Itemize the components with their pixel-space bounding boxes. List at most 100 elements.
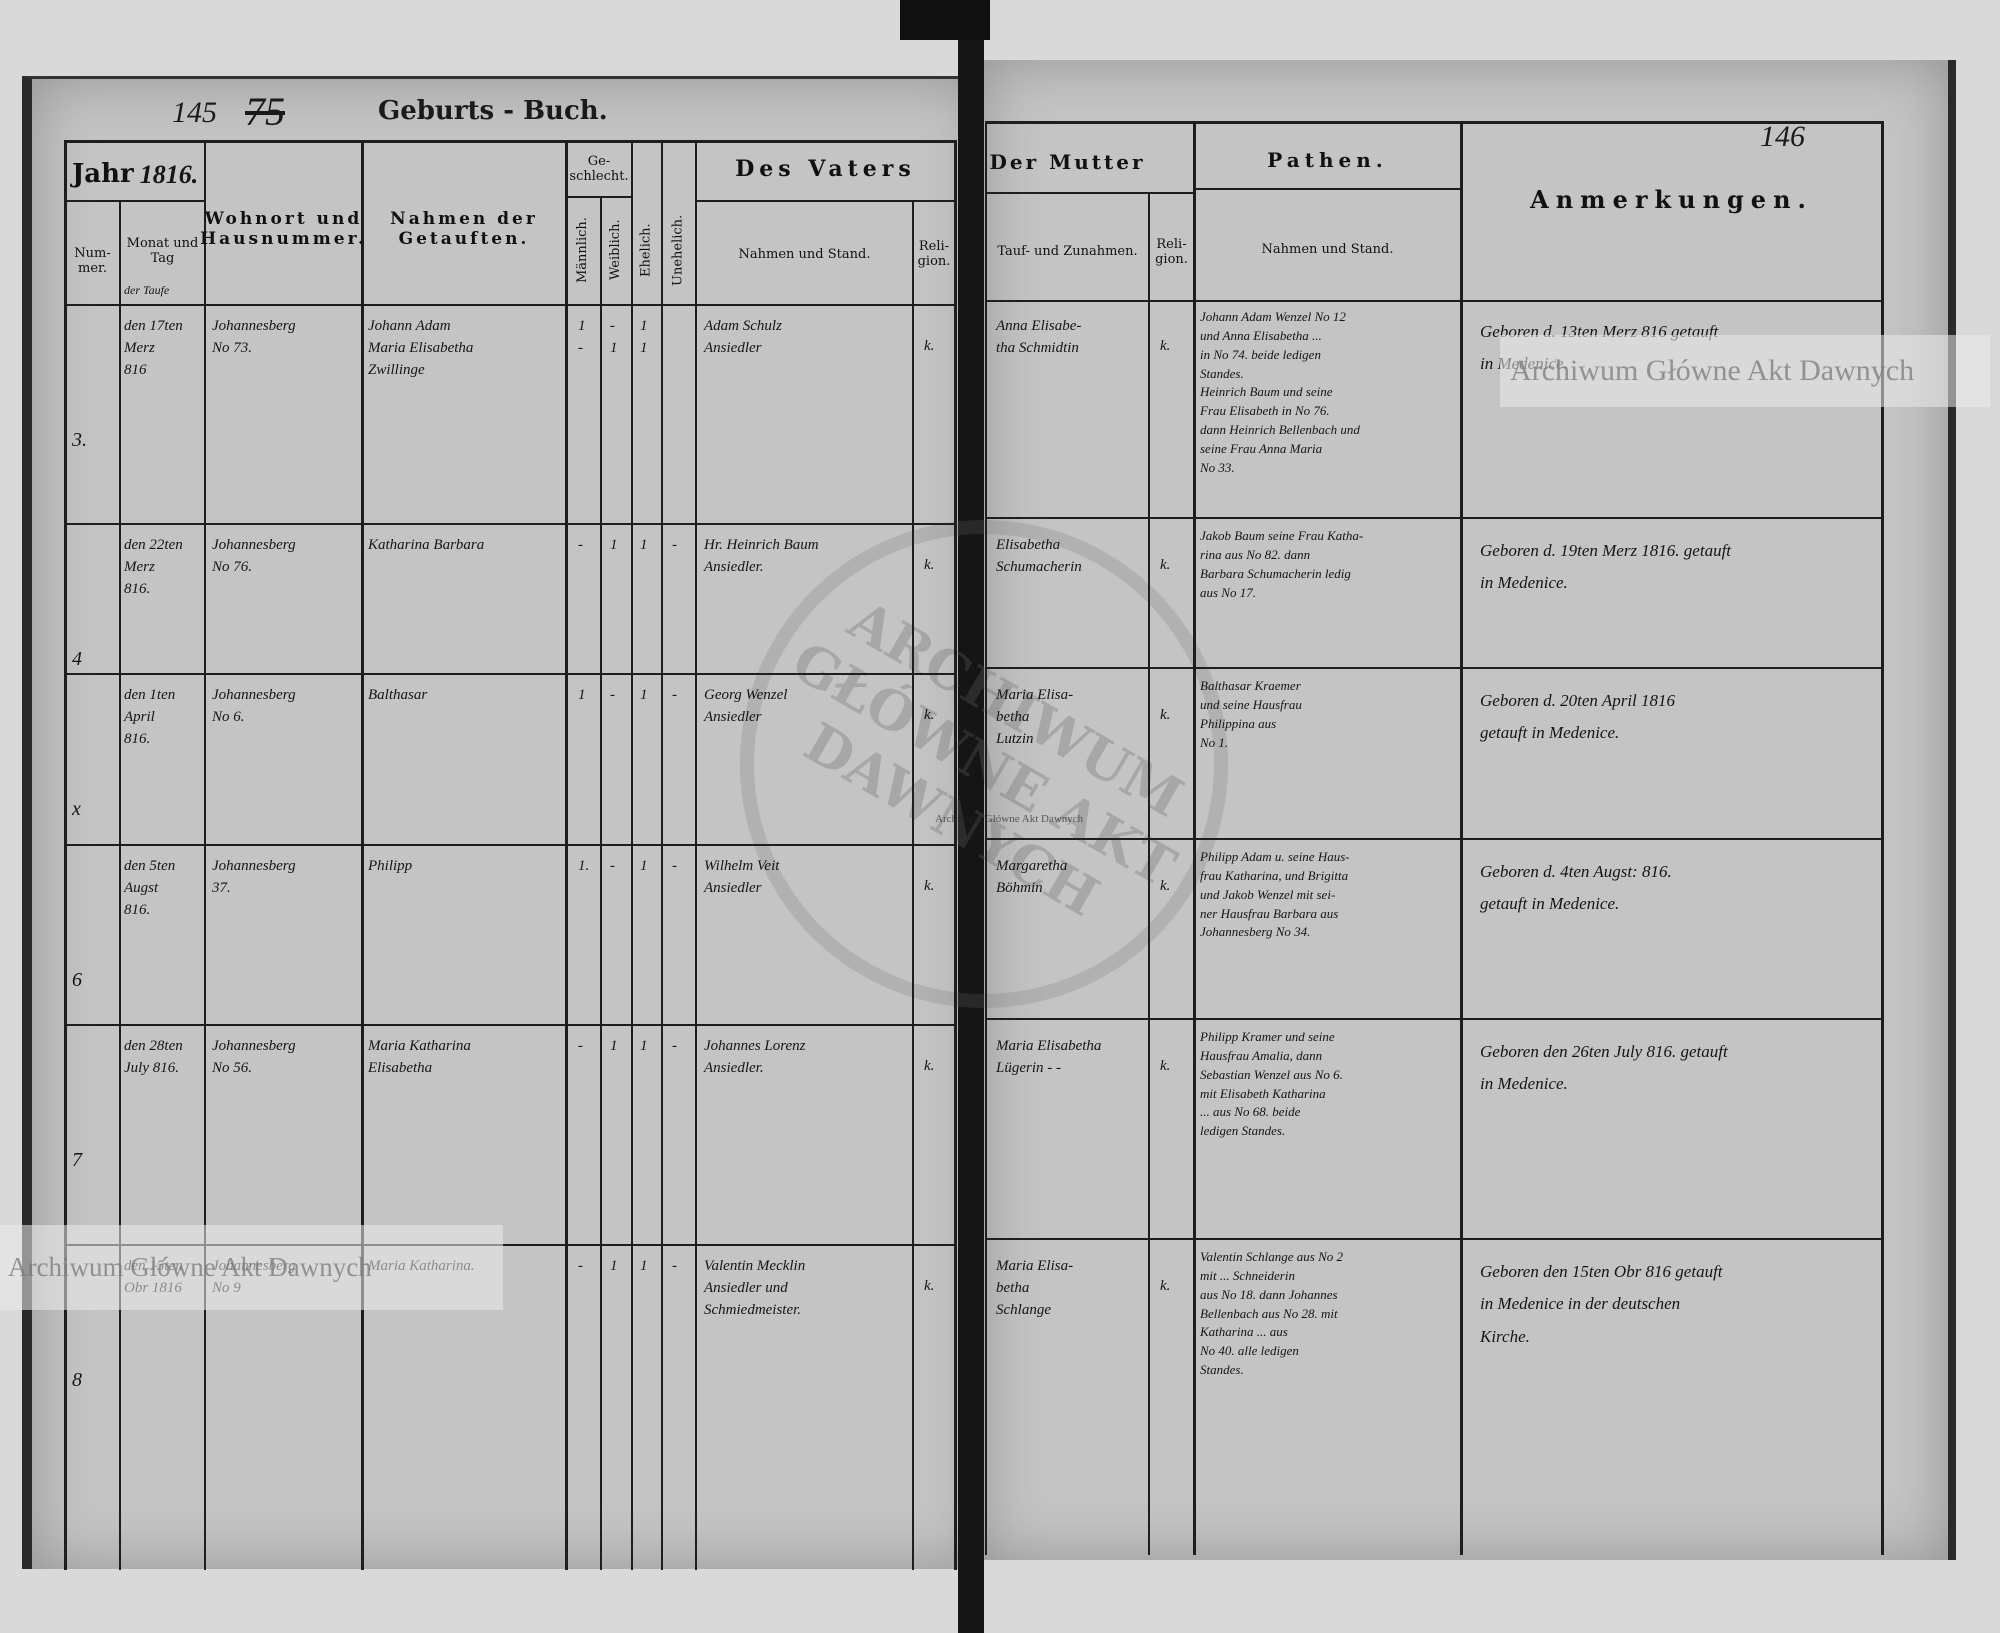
- row-number: 6: [72, 969, 82, 991]
- page-number-right: 146: [1760, 120, 1805, 153]
- col-godparents-name: Nahmen und Stand.: [1261, 241, 1394, 257]
- child-names: Maria Katharina Elisabetha: [368, 1038, 471, 1076]
- remarks: Geboren d. 20ten April 1816 getauft in M…: [1480, 691, 1676, 743]
- rule-line: [985, 192, 1193, 194]
- col-father: Des Vaters: [735, 156, 916, 183]
- mother-name: Maria Elisabetha Lügerin - -: [996, 1038, 1102, 1076]
- father-religion: k.: [924, 557, 935, 573]
- child-names: Johann Adam Maria Elisabetha Zwillinge: [368, 318, 474, 378]
- father-religion: k.: [924, 1278, 935, 1294]
- baptism-date: den 22ten Merz 816.: [124, 537, 183, 597]
- female-mark: - 1: [610, 318, 618, 356]
- mother-religion: k.: [1160, 557, 1171, 573]
- godparents: Johann Adam Wenzel No 12 und Anna Elisab…: [1200, 309, 1360, 475]
- godparents: Philipp Adam u. seine Haus- frau Kathari…: [1200, 849, 1350, 940]
- year-value: 1816.: [139, 160, 199, 190]
- father-name: Wilhelm Veit Ansiedler: [704, 858, 780, 896]
- scan-clip: [900, 0, 990, 40]
- rule-line: [985, 838, 1881, 840]
- mother-name: Maria Elisa- betha Schlange: [996, 1258, 1074, 1318]
- rule-line: [361, 140, 364, 1570]
- rule-line: [64, 673, 954, 675]
- rule-line: [661, 140, 663, 1570]
- godparents: Balthasar Kraemer und seine Hausfrau Phi…: [1200, 678, 1302, 750]
- female-mark: 1: [610, 537, 618, 553]
- year-header: Jahr 1816.: [66, 150, 210, 200]
- page-number-old: 75: [245, 89, 285, 134]
- rule-line: [985, 517, 1881, 519]
- row-number: 8: [72, 1369, 82, 1391]
- mother-name: Maria Elisa- betha Lutzin: [996, 687, 1074, 747]
- illegitimate-mark: -: [672, 1258, 677, 1274]
- col-father-name: Nahmen und Stand.: [738, 246, 871, 262]
- mother-name: Anna Elisabe- tha Schmidtin: [996, 318, 1082, 356]
- residence: Johannesberg No 6.: [212, 687, 296, 725]
- rule-line: [64, 844, 954, 846]
- legitimate-mark: 1 1: [640, 318, 648, 356]
- legitimate-mark: 1: [640, 687, 648, 703]
- rule-line: [1193, 121, 1196, 1555]
- rule-line: [1148, 192, 1150, 1555]
- rule-line: [912, 200, 914, 1570]
- remarks: Geboren d. 4ten Augst: 816. getauft in M…: [1480, 862, 1672, 914]
- mother-religion: k.: [1160, 1278, 1171, 1294]
- col-mother: Der Mutter: [989, 150, 1146, 174]
- col-illegitimate: Unehelich.: [670, 214, 686, 286]
- col-godparents: Pathen.: [1267, 147, 1388, 172]
- col-month-day: Monat und Tag: [126, 236, 199, 266]
- row-number: 3.: [72, 429, 87, 451]
- baptism-date: den 28ten July 816.: [124, 1038, 183, 1076]
- child-names: Balthasar: [368, 687, 428, 703]
- row-number: 7: [72, 1149, 82, 1171]
- right-page: [982, 60, 1956, 1560]
- rule-line: [985, 121, 1881, 124]
- rule-line: [985, 1018, 1881, 1020]
- rule-line: [66, 200, 204, 202]
- rule-line: [1195, 188, 1460, 190]
- residence: Johannesberg No 76.: [212, 537, 296, 575]
- rule-line: [119, 200, 121, 1570]
- col-residence: Wohnort und Hausnummer.: [200, 209, 367, 249]
- mother-name: Margaretha Böhmin: [996, 858, 1068, 896]
- male-mark: -: [578, 1038, 583, 1054]
- baptism-date: den 5ten Augst 816.: [124, 858, 176, 918]
- row-number: x: [72, 798, 81, 820]
- residence: Johannesberg No 73.: [212, 318, 296, 356]
- watermark-bottom-left: Archiwum Główne Akt Dawnych: [0, 1225, 503, 1310]
- father-name: Adam Schulz Ansiedler: [704, 318, 782, 356]
- godparents: Philipp Kramer und seine Hausfrau Amalia…: [1200, 1029, 1343, 1139]
- col-sex: Ge- schlecht.: [569, 154, 629, 184]
- col-female: Weiblich.: [608, 219, 624, 281]
- row-number: 4: [72, 648, 82, 670]
- child-names: Philipp: [368, 858, 413, 874]
- rule-line: [565, 140, 568, 1570]
- rule-line: [64, 140, 67, 1570]
- mother-religion: k.: [1160, 338, 1171, 354]
- mother-religion: k.: [1160, 707, 1171, 723]
- page-title: Geburts - Buch.: [378, 96, 608, 126]
- col-number: Num- mer.: [74, 246, 111, 276]
- father-religion: k.: [924, 878, 935, 894]
- male-mark: 1 -: [578, 318, 586, 356]
- female-mark: -: [610, 858, 615, 874]
- book-spine: [958, 0, 984, 1633]
- rule-line: [985, 667, 1881, 669]
- male-mark: -: [578, 537, 583, 553]
- legitimate-mark: 1: [640, 1258, 648, 1274]
- remarks: Geboren d. 19ten Merz 1816. getauft in M…: [1480, 541, 1732, 593]
- female-mark: 1: [610, 1038, 618, 1054]
- watermark-center: Archiwum Główne Akt Dawnych: [935, 813, 1084, 825]
- male-mark: 1.: [578, 858, 590, 874]
- illegitimate-mark: -: [672, 537, 677, 553]
- mother-name: Elisabetha Schumacherin: [996, 537, 1082, 575]
- mother-religion: k.: [1160, 878, 1171, 894]
- watermark-top-right: Archiwum Główne Akt Dawnych: [1500, 335, 1990, 407]
- col-mother-name: Tauf- und Zunahmen.: [997, 244, 1138, 260]
- rule-line: [1460, 121, 1463, 1555]
- rule-line: [695, 140, 697, 1570]
- col-remarks: Anmerkungen.: [1530, 185, 1813, 215]
- illegitimate-mark: -: [672, 687, 677, 703]
- father-name: Georg Wenzel Ansiedler: [704, 687, 788, 725]
- rule-line: [64, 523, 954, 525]
- remarks: Geboren den 15ten Obr 816 getauft in Med…: [1480, 1262, 1723, 1346]
